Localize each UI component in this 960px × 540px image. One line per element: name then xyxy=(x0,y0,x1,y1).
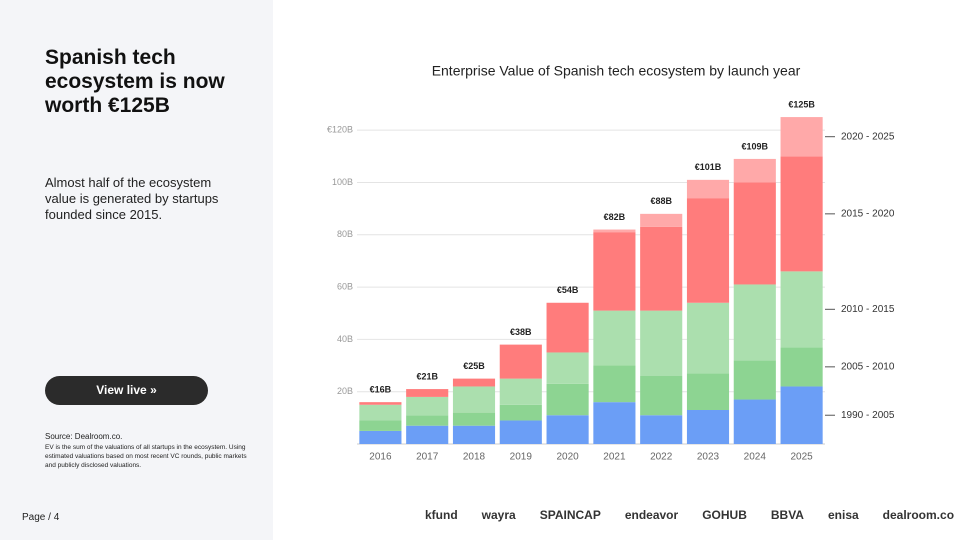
bar-segment xyxy=(640,376,683,416)
y-tick-label: 100B xyxy=(332,177,353,187)
subtitle: Almost half of the ecosystem value is ge… xyxy=(45,175,219,222)
bar-segment xyxy=(640,415,683,444)
legend-label: 2005 - 2010 xyxy=(841,361,895,372)
legend-label: 1990 - 2005 xyxy=(841,410,895,421)
x-tick-label: 2024 xyxy=(744,452,767,463)
bar-segment xyxy=(780,386,823,444)
source: Source: Dealroom.co. xyxy=(45,432,123,441)
bar-segment xyxy=(686,410,730,444)
logo: endeavor xyxy=(624,508,679,522)
legend-label: 2010 - 2015 xyxy=(841,304,895,315)
bar-segment xyxy=(733,399,776,444)
x-tick-label: 2022 xyxy=(650,452,673,463)
bar-segment xyxy=(686,198,730,303)
logo: BBVA xyxy=(770,508,804,522)
bar-segment xyxy=(780,271,823,348)
total-label: €25B xyxy=(463,361,485,371)
note: EV is the sum of the valuations of all s… xyxy=(45,444,247,469)
bar-segment xyxy=(359,402,402,405)
bar-segment xyxy=(452,425,496,444)
bar-segment xyxy=(640,310,683,376)
bar-segment xyxy=(499,404,542,421)
bar-segment xyxy=(499,378,542,405)
y-tick-label: 40B xyxy=(337,334,353,344)
bar-segment xyxy=(593,229,636,233)
page-number: Page / 4 xyxy=(22,512,60,523)
bar-segment xyxy=(593,310,636,366)
bar-segment xyxy=(546,352,589,384)
bar-segment xyxy=(686,179,730,199)
total-label: €54B xyxy=(557,285,579,295)
bar-segment xyxy=(733,284,776,361)
bar-segment xyxy=(452,378,496,387)
x-tick-label: 2018 xyxy=(463,452,486,463)
legend-label: 2015 - 2020 xyxy=(841,208,895,219)
x-tick-label: 2017 xyxy=(416,452,439,463)
bar-segment xyxy=(686,373,730,410)
bar-segment xyxy=(499,420,542,444)
bar-segment xyxy=(593,402,636,444)
logo: dealroom.co xyxy=(882,508,955,522)
bar-segment xyxy=(499,344,542,379)
bar-segment xyxy=(780,347,823,387)
bar-segment xyxy=(593,232,636,311)
total-label: €82B xyxy=(604,212,626,222)
bar-segment xyxy=(640,213,683,227)
bar-segment xyxy=(406,396,449,416)
logo: kfund xyxy=(425,508,458,522)
bar-segment xyxy=(406,425,449,444)
total-label: €16B xyxy=(370,385,392,395)
bar-segment xyxy=(546,383,589,416)
bar-segment xyxy=(406,415,449,426)
bar-segment xyxy=(452,386,496,413)
bar-segment xyxy=(780,117,823,157)
x-tick-label: 2019 xyxy=(510,452,533,463)
total-label: €109B xyxy=(742,141,769,151)
bar-segment xyxy=(546,302,589,353)
total-label: €88B xyxy=(650,196,672,206)
bar-segment xyxy=(406,389,449,397)
bar-segment xyxy=(686,302,730,374)
bar-segment xyxy=(546,415,589,444)
x-tick-label: 2016 xyxy=(369,452,392,463)
bar-segment xyxy=(733,360,776,400)
y-tick-label: 20B xyxy=(337,386,353,396)
x-tick-label: 2023 xyxy=(697,452,720,463)
bar-segment xyxy=(359,404,402,421)
y-tick-label: 80B xyxy=(337,229,353,239)
chart-title: Enterprise Value of Spanish tech ecosyst… xyxy=(432,63,801,79)
chart: Enterprise Value of Spanish tech ecosyst… xyxy=(327,63,895,463)
x-tick-label: 2025 xyxy=(790,452,813,463)
total-label: €125B xyxy=(788,99,815,109)
side-panel: Spanish tech ecosystem is now worth €125… xyxy=(0,0,273,540)
bar-segment xyxy=(640,226,683,311)
logo: GOHUB xyxy=(702,508,747,522)
total-label: €38B xyxy=(510,327,532,337)
bar-segment xyxy=(593,365,636,403)
bar-segment xyxy=(733,182,776,285)
logo: enisa xyxy=(827,508,859,522)
view-live-button[interactable]: View live » xyxy=(45,376,208,405)
legend-label: 2020 - 2025 xyxy=(841,131,895,142)
logo: SPAINCAP xyxy=(539,508,601,522)
bar-segment xyxy=(452,412,496,426)
x-tick-label: 2021 xyxy=(603,452,626,463)
bar-segment xyxy=(780,156,823,272)
logo-row: kfund wayra SPAINCAP endeavor GOHUB BBVA enisa… xyxy=(425,508,954,522)
y-tick-label: €120B xyxy=(327,125,353,135)
headline: Spanish tech ecosystem is now worth €125… xyxy=(45,46,225,117)
x-tick-label: 2020 xyxy=(556,452,579,463)
total-label: €101B xyxy=(695,162,722,172)
bar-segment xyxy=(733,158,776,183)
bar-segment xyxy=(359,430,402,444)
logo: wayra xyxy=(481,508,516,522)
total-label: €21B xyxy=(416,371,438,381)
y-tick-label: 60B xyxy=(337,281,353,291)
bar-segment xyxy=(359,420,402,431)
